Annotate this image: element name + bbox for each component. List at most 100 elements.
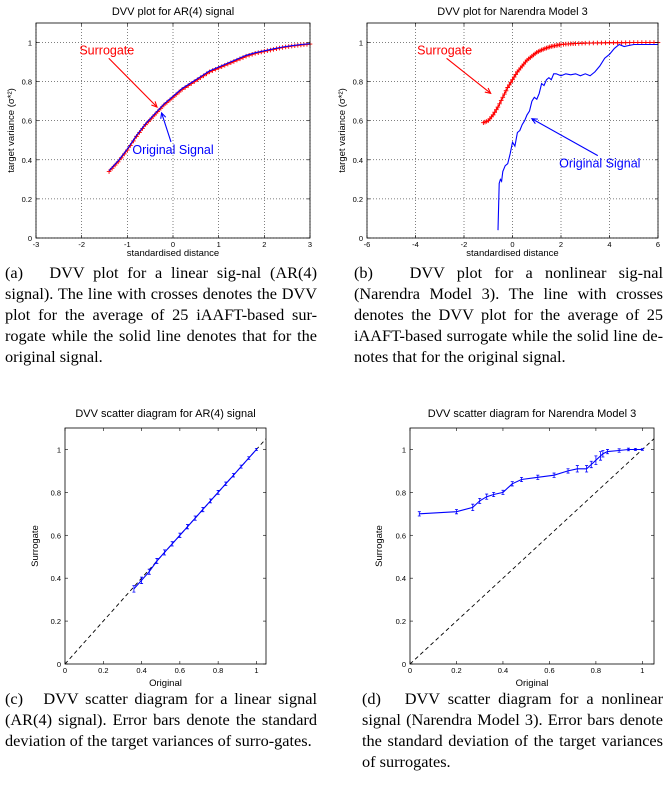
caption-c: (c) DVV scatter diagram for a linear sig…	[5, 689, 317, 750]
x-tick-label: -6	[364, 240, 371, 249]
y-tick-label: 0.6	[22, 117, 32, 126]
data-point	[595, 40, 600, 46]
error-bar	[216, 490, 220, 495]
error-bar	[454, 509, 458, 515]
data-point	[627, 40, 633, 45]
y-tick-label: 1	[359, 39, 363, 48]
x-tick-label: -3	[33, 240, 40, 249]
data-point	[494, 107, 499, 112]
x-axis-label: standardised distance	[127, 248, 219, 259]
y-tick-label: 1	[28, 39, 32, 48]
axes-frame	[64, 427, 267, 665]
data-point	[502, 91, 507, 97]
data-point	[492, 109, 498, 115]
error-bar	[201, 506, 205, 513]
x-tick-label: 0	[408, 666, 412, 675]
data-point	[495, 104, 501, 110]
data-point	[619, 40, 624, 46]
x-tick-label: 0	[63, 666, 67, 675]
panel-b: Surrogate Original Signal -6 -4 -2 0 2 4 6 0 0.2 0.…	[330, 0, 663, 400]
annotation-label-1: Original Signal	[132, 143, 213, 157]
data-point	[498, 98, 504, 103]
caption-d: (d) DVV scatter diagram for a nonlinear …	[362, 689, 663, 771]
x-tick-label: -2	[461, 240, 468, 249]
error-bar	[606, 449, 610, 455]
error-bar	[254, 447, 258, 451]
x-axis-label: standardised distance	[466, 248, 558, 259]
annotation-label-0: Surrogate	[417, 43, 472, 57]
diagonal-line	[410, 438, 654, 664]
annotation-arrowhead-0	[151, 101, 158, 108]
chart-c: 0 0.2 0.4 0.6 0.8 1 0 0.2 0.4 0.6 0.8 1 DVV scatter …	[30, 408, 267, 689]
y-tick-label: 0	[402, 660, 406, 669]
annotation-label-0: Surrogate	[79, 43, 134, 57]
error-bar	[599, 451, 603, 461]
x-tick-label: 0.2	[451, 666, 461, 675]
data-point	[591, 40, 596, 46]
error-bar	[170, 541, 174, 547]
plot-area	[36, 23, 310, 238]
annotation-arrow-1	[161, 112, 172, 143]
plot-area	[65, 428, 266, 664]
x-tick-label: -1	[124, 240, 131, 249]
y-tick-label: 0.6	[353, 117, 363, 126]
x-tick-label: 4	[607, 240, 611, 249]
y-tick-label: 0.4	[22, 156, 32, 165]
data-point	[511, 74, 517, 80]
y-tick-label: 0	[28, 234, 32, 243]
error-bar	[193, 515, 197, 521]
data-point	[510, 77, 515, 82]
error-bar	[617, 448, 621, 453]
x-tick-label: 2	[262, 240, 266, 249]
data-point	[500, 94, 506, 100]
caption-a: (a) DVV plot for a linear sig-nal (AR(4)…	[5, 263, 317, 366]
error-bar	[594, 455, 598, 465]
y-tick-label: 0.2	[22, 195, 32, 204]
error-bar	[155, 558, 159, 564]
data-point	[611, 40, 616, 46]
y-tick-label: 0.4	[353, 156, 363, 165]
data-point	[506, 82, 512, 88]
chart-title: DVV scatter diagram for AR(4) signal	[75, 408, 255, 420]
data-point	[582, 40, 588, 46]
caption-b: (b) DVV plot for a nonlinear sig-nal (Na…	[354, 263, 663, 366]
annotation-arrowhead-0	[484, 87, 492, 95]
annotation-arrowhead-1	[530, 118, 538, 125]
y-tick-label: 0.2	[353, 195, 363, 204]
y-tick-label: 0.4	[396, 574, 406, 583]
y-tick-label: 0.8	[22, 78, 32, 87]
axes-frame	[409, 427, 655, 665]
annotation-arrowhead-1	[160, 111, 167, 119]
plot-area	[410, 428, 654, 664]
x-tick-label: 0	[510, 240, 514, 249]
data-point	[607, 40, 612, 46]
y-tick-label: 0.6	[51, 531, 61, 540]
y-tick-label: 0.8	[353, 78, 363, 87]
error-bar	[132, 585, 136, 593]
error-bar	[589, 460, 593, 469]
error-bar	[247, 456, 251, 460]
error-bar	[575, 465, 579, 473]
data-point	[490, 112, 496, 118]
x-tick-label: 0.4	[136, 666, 146, 675]
error-bar	[510, 481, 514, 487]
x-tick-label: 0.8	[591, 666, 601, 675]
error-bar	[536, 474, 540, 480]
data-point	[623, 40, 628, 45]
y-tick-label: 0.2	[51, 617, 61, 626]
x-axis-label: Original	[516, 678, 549, 689]
panel-c: 0 0.2 0.4 0.6 0.8 1 0 0.2 0.4 0.6 0.8 1 DVV scatter …	[0, 400, 330, 804]
error-bar	[471, 503, 475, 511]
error-bar	[552, 472, 556, 478]
y-axis-label: target variance (σ*²)	[6, 88, 17, 173]
x-tick-label: 3	[308, 240, 312, 249]
error-bar	[231, 473, 235, 478]
data-point	[599, 40, 604, 46]
x-tick-label: -2	[78, 240, 85, 249]
y-axis-label: target variance (σ*²)	[337, 88, 348, 173]
x-tick-label: 6	[656, 240, 660, 249]
error-bar	[140, 576, 144, 584]
x-tick-label: 1	[640, 666, 644, 675]
x-tick-label: 0.2	[98, 666, 108, 675]
error-bar	[186, 524, 190, 530]
